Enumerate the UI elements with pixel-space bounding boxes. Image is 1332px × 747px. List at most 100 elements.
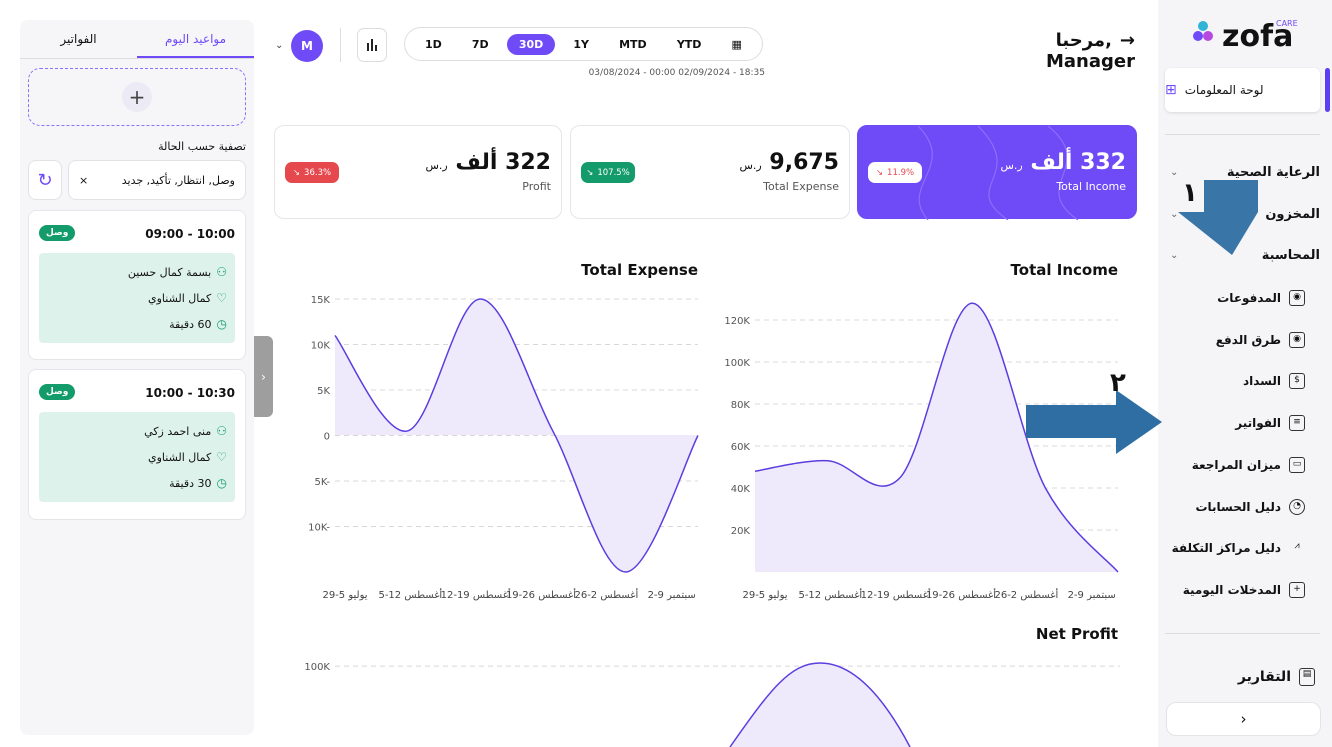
add-appointment-button[interactable]: + [28,68,246,126]
x-tick-label: 19-26 أغسطس [506,588,576,601]
receipt-icon: $ [1289,373,1305,389]
kpi-value: 322 ألف [455,150,551,175]
sidebar-section-inventory[interactable]: ⌄ المخزون [1170,207,1320,222]
refresh-button[interactable]: ↻ [28,160,62,200]
series-area [755,303,1118,572]
divider [1165,134,1320,135]
y-tick-label: 20K [731,526,751,537]
refresh-icon: ↻ [37,169,53,191]
divider [1165,633,1320,634]
sidebar-item-reports[interactable]: التقارير ▤ [1170,668,1315,686]
divider [340,28,341,62]
kpi-value: 332 ألف [1030,150,1126,175]
report-icon: ▤ [1299,668,1315,686]
y-tick-label: 10K- [308,523,330,534]
y-tick-label: 100K [724,358,750,369]
y-tick-label: 40K [731,484,751,495]
appointment-time: 09:00 - 10:00 [145,227,235,241]
y-tick-label: 100K [304,662,330,673]
chevron-down-icon: ⌄ [1170,250,1179,261]
x-tick-label: 12-19 أغسطس [861,588,931,601]
pie-chart-icon: ◔ [1289,499,1305,515]
x-tick-label: 5-12 أغسطس [798,588,862,601]
status-filter[interactable]: × وصل, انتظار, تأكيد, جديد [68,160,246,200]
range-tab-30D[interactable]: 30D [506,33,556,55]
chart-title-expense: Total Expense [581,261,698,279]
sidebar-item-invoices[interactable]: الفواتير ≡ [1170,415,1305,431]
series-line [754,302,1119,573]
back-arrow-icon[interactable]: → [1119,30,1135,51]
clipboard-plus-icon: + [1289,582,1305,598]
appointment-card[interactable]: 09:00 - 10:00 وصل ⚇ بسمة كمال حسين ♡ كمال … [28,210,246,360]
sidebar-item-trial-balance[interactable]: ميزان المراجعة ▭ [1170,457,1305,473]
panel-tabs: الفواتير مواعيد اليوم [20,26,254,59]
range-tab-1D[interactable]: 1D [425,37,442,51]
wallet-icon: ◉ [1289,290,1305,306]
clock-icon: ◷ [216,476,227,490]
range-tab-1Y[interactable]: 1Y [573,37,589,51]
y-tick-label: 60K [731,442,751,453]
range-tab-7D[interactable]: 7D [471,37,489,51]
clock-icon: ◷ [216,317,227,331]
chevron-right-icon: › [1240,710,1247,728]
x-tick-label: 29-5 يوليو [322,590,367,601]
bar-chart-icon [365,36,379,55]
chart-title-net-profit: Net Profit [1035,625,1118,643]
appointment-details: ⚇ بسمة كمال حسين ♡ كمال الشناوي ◷ 60 دقيقة [39,253,235,343]
sidebar-item-chart-of-accounts[interactable]: دليل الحسابات ◔ [1170,499,1305,515]
x-tick-label: 5-12 أغسطس [378,588,442,601]
active-indicator [1325,68,1330,112]
filter-label: تصفية حسب الحالة [158,140,246,153]
x-tick-label: 2-9 سبتمبر [648,590,696,601]
sidebar-section-healthcare[interactable]: ⌄ الرعاية الصحية [1170,165,1320,180]
kpi-total-expense[interactable]: 9,675 ر.س Total Expense ↘ 107.5% [570,125,850,219]
sidebar-section-accounting[interactable]: ⌄ المحاسبة [1170,248,1320,263]
sidebar-item-label: لوحة المعلومات [1184,83,1264,97]
patient-icon: ⚇ [216,424,227,438]
calendar-icon[interactable]: ▦ [731,37,742,51]
clear-icon[interactable]: × [79,173,89,187]
date-range-text: 03/08/2024 - 00:00 02/09/2024 - 18:35 [588,68,765,78]
kpi-total-income[interactable]: 332 ألف ر.س Total Income ↘ 11.9% [857,125,1137,220]
chart-toggle-button[interactable] [357,28,387,62]
tab-appointments[interactable]: مواعيد اليوم [137,26,254,58]
avatar[interactable]: M [291,30,323,62]
plus-icon: + [122,82,152,112]
sidebar-item-settlement[interactable]: السداد $ [1170,373,1305,389]
y-tick-label: 80K [731,400,751,411]
chevron-down-icon[interactable]: ⌄ [275,40,284,51]
appointment-details: ⚇ منى احمد زكي ♡ كمال الشناوي ◷ 30 دقيقة [39,412,235,502]
annotation-label-2: ٢ [1110,368,1126,398]
sidebar-item-journal-entries[interactable]: المدخلات اليومية + [1170,582,1305,598]
y-tick-label: 5K [317,386,330,397]
range-tab-YTD[interactable]: YTD [676,37,702,51]
invoice-icon: ≡ [1289,415,1305,431]
range-tab-MTD[interactable]: MTD [619,37,647,51]
trend-down-icon: ↘ [586,167,594,178]
wallet-icon: ◉ [1289,332,1305,348]
series-area [730,663,910,747]
kpi-change-badge: ↘ 107.5% [581,162,635,183]
brand-tag: CARE [1276,19,1298,28]
card-icon: ▭ [1289,457,1305,473]
x-tick-label: 2-9 سبتمبر [1068,590,1116,601]
sidebar-item-cost-centers[interactable]: دليل مراكز التكلفة ⩘ [1170,540,1305,556]
sidebar-item-payments[interactable]: المدفوعات ◉ [1170,290,1305,306]
chart-net-profit: 120K100K [304,662,1120,747]
panel-toggle-handle[interactable]: › [254,336,273,417]
sidebar-item-payment-methods[interactable]: طرق الدفع ◉ [1170,332,1305,348]
x-tick-label: 19-26 أغسطس [926,588,996,601]
tab-invoices[interactable]: الفواتير [60,32,97,46]
kpi-profit[interactable]: 322 ألف ر.س Profit ↘ 36.3% [274,125,562,219]
kpi-label: Total Income [1056,180,1126,193]
patient-icon: ⚇ [216,265,227,279]
kpi-label: Total Expense [763,180,839,193]
kpi-change-badge: ↘ 36.3% [285,162,339,183]
trend-icon: ⩘ [1294,541,1300,551]
sidebar-item-dashboard[interactable]: لوحة المعلومات ⊞ [1165,68,1320,112]
appointment-card[interactable]: 10:00 - 10:30 وصل ⚇ منى احمد زكي ♡ كمال ال… [28,369,246,520]
chart-total-expense: 15K 10K 5K 0 5K- 10K- 29-5 يوليو 5-12 أغسطس12-1… [308,295,699,601]
sidebar-collapse-button[interactable]: › [1166,702,1321,736]
y-tick-label: 15K [311,295,331,306]
series-line [729,662,911,747]
